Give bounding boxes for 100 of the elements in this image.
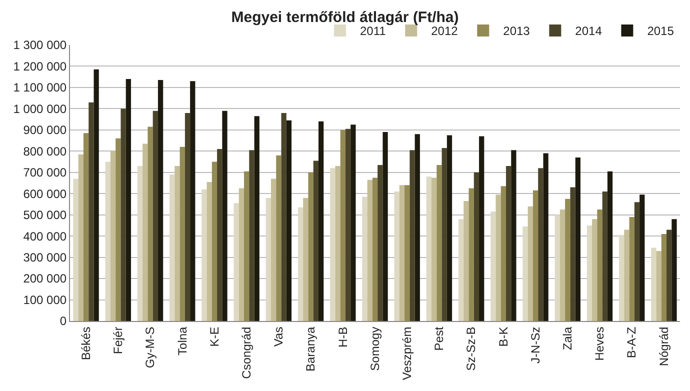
bar [651, 248, 656, 321]
x-tick-label: Sz-Sz-B [464, 326, 478, 371]
bar [634, 202, 640, 321]
bar [217, 149, 222, 321]
x-tick-label: Fejér [111, 326, 126, 354]
bar [394, 191, 400, 321]
bar [238, 188, 244, 321]
bar [404, 185, 410, 321]
y-tick-label: 1 000 000 [13, 102, 67, 116]
bar [532, 190, 538, 321]
bar [506, 166, 512, 321]
bar [575, 158, 580, 321]
x-tick-label: Veszprém [400, 326, 414, 380]
bar [142, 144, 148, 321]
bar [174, 166, 180, 321]
bar [666, 230, 672, 321]
x-tick-label: B-A-Z [624, 326, 639, 358]
y-tick-label: 800 000 [23, 144, 67, 158]
bar [672, 219, 677, 321]
x-tick-label: Zala [560, 326, 575, 350]
bar [202, 189, 207, 321]
bar [468, 188, 474, 321]
x-tick-label: K-E [207, 326, 222, 347]
y-tick-label: 900 000 [23, 123, 67, 138]
bar [538, 168, 544, 321]
bar [414, 134, 420, 321]
y-tick-label: 600 000 [23, 186, 67, 201]
x-tick-label: Somogy [368, 326, 382, 371]
bar [276, 155, 282, 321]
x-tick-label: Tolna [175, 326, 190, 356]
bar [73, 178, 78, 321]
bar [110, 151, 116, 321]
bar [308, 172, 314, 321]
bar [570, 187, 576, 321]
bar [222, 110, 228, 321]
x-tick-label: Békés [78, 326, 93, 360]
x-tick-label: Heves [592, 326, 607, 361]
bar [286, 120, 292, 321]
x-tick-label: H-B [336, 326, 350, 348]
bar [254, 116, 260, 321]
bar [313, 160, 318, 321]
bar [607, 171, 613, 321]
bar [298, 207, 304, 321]
bar [94, 69, 99, 321]
legend-label: 2015 [647, 24, 674, 38]
bar [367, 180, 372, 321]
x-tick-label: Pest [432, 326, 446, 351]
bar [432, 178, 437, 321]
x-tick-label: J-N-Sz [528, 326, 542, 364]
y-tick-label: 700 000 [23, 166, 67, 180]
y-tick-label: 500 000 [23, 208, 67, 222]
bar [170, 174, 175, 321]
y-tick-label: 200 000 [23, 272, 67, 286]
bar [116, 138, 121, 321]
bar [350, 124, 356, 321]
bar [496, 194, 501, 321]
bar [528, 206, 533, 321]
bar [270, 178, 276, 321]
bar [206, 182, 212, 321]
bar [180, 146, 185, 321]
bar [318, 121, 324, 321]
bar [340, 130, 346, 321]
bar [554, 214, 560, 321]
bar [120, 108, 126, 321]
bar [629, 216, 634, 321]
bar [474, 172, 480, 321]
bar [500, 186, 506, 321]
x-tick-label: Gy-M-S [143, 326, 158, 368]
bar [152, 110, 158, 321]
y-tick-label: 300 000 [23, 250, 67, 265]
y-tick-label: 1 300 000 [13, 38, 67, 52]
bar [137, 166, 143, 321]
bar [378, 164, 383, 321]
bar [126, 78, 131, 321]
bar [148, 126, 153, 321]
bar [266, 198, 271, 321]
y-tick-label: 400 000 [23, 229, 67, 244]
x-tick-label: Nógrád [656, 326, 671, 366]
bar [88, 102, 94, 321]
x-tick-label: Vas [272, 326, 286, 347]
y-tick-label: 0 [60, 314, 67, 328]
bar [436, 164, 442, 321]
bar [399, 185, 405, 321]
bar [479, 136, 484, 321]
bar [442, 148, 447, 321]
bar [640, 194, 645, 321]
bar [345, 128, 351, 321]
bar [212, 162, 218, 321]
bar [184, 112, 190, 321]
bar [281, 112, 286, 321]
bar [244, 171, 250, 321]
bar [458, 219, 464, 321]
legend-label: 2011 [360, 24, 386, 38]
bar [83, 133, 89, 321]
y-tick-label: 1 100 000 [13, 80, 67, 95]
bar [586, 225, 592, 321]
x-tick-label: Csongrád [239, 326, 254, 379]
bar [597, 210, 602, 321]
bar [446, 135, 452, 321]
bar [190, 81, 196, 321]
